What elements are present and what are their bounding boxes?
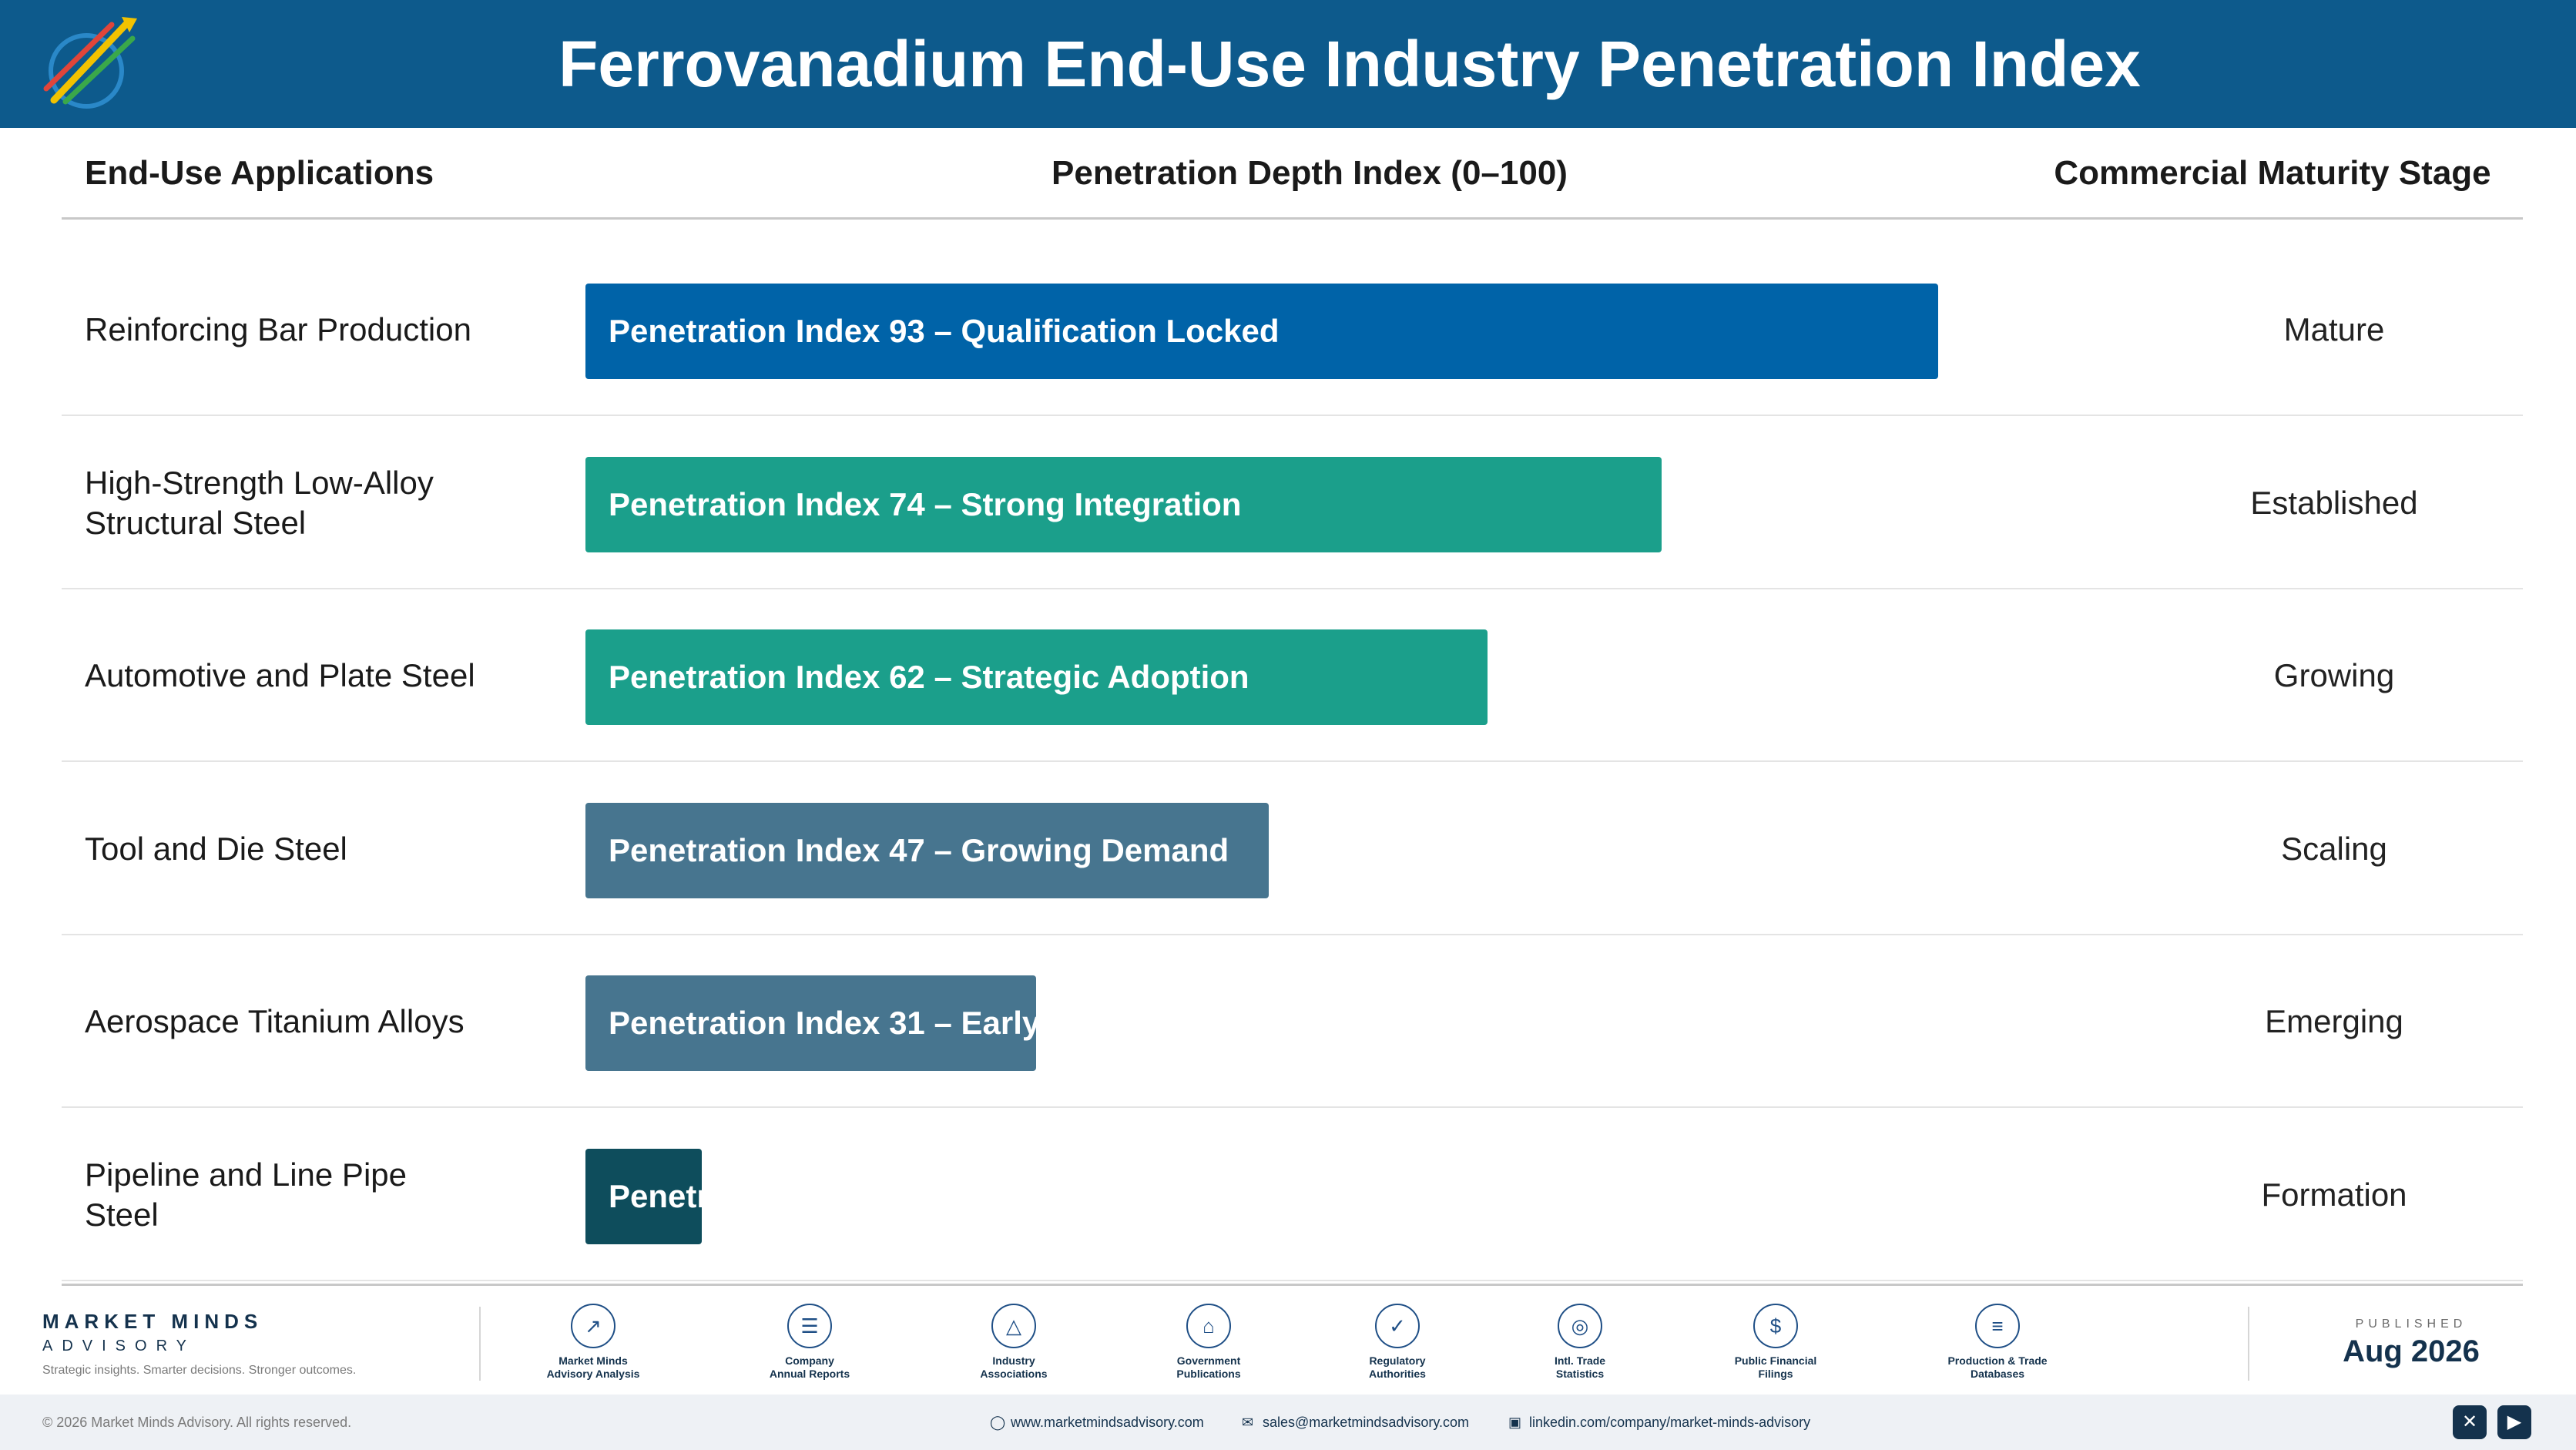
row-divider: [62, 760, 2523, 762]
index-bar: [585, 802, 1269, 898]
footer: MARKET MINDS ADVISORY Strategic insights…: [0, 1294, 2576, 1395]
mail-icon: ✉: [1242, 1415, 1254, 1430]
row-divider: [62, 1106, 2523, 1108]
chart-row: Automotive and Plate Steel Penetration In…: [62, 589, 2523, 762]
source-item: ↗ Market Minds Advisory Analysis: [516, 1304, 670, 1381]
source-item: ☰ Company Annual Reports: [733, 1304, 887, 1381]
source-item: △ Industry Associations: [937, 1304, 1091, 1381]
row-divider: [62, 1279, 2523, 1281]
shield-icon: ✓: [1375, 1304, 1420, 1348]
website-link[interactable]: ◯ www.marketmindsadvisory.com: [990, 1395, 1204, 1450]
chart-line-icon: ↗: [571, 1304, 615, 1348]
source-label: Public Financial Filings: [1734, 1354, 1817, 1380]
application-label: Tool and Die Steel: [85, 830, 347, 867]
source-label: Company Annual Reports: [769, 1354, 850, 1380]
chart-bottom-divider: [62, 1284, 2523, 1286]
maturity-stage: Growing: [2273, 657, 2395, 693]
source-label: Regulatory Authorities: [1369, 1354, 1426, 1380]
bar-data-label: Penetration Index 47 – Growing Demand: [609, 831, 1229, 868]
row-divider: [62, 933, 2523, 935]
bar-data-label: Penetration Index 93 – Qualification Loc…: [609, 313, 1280, 349]
source-item: $ Public Financial Filings: [1699, 1304, 1853, 1381]
email-text: sales@marketmindsadvisory.com: [1263, 1415, 1470, 1430]
source-item: ⌂ Government Publications: [1132, 1304, 1286, 1381]
published-date: Aug 2026: [2343, 1334, 2480, 1368]
bar-data-label: Penetration Index 74 – Strong Integratio…: [609, 485, 1242, 522]
source-label: Industry Associations: [980, 1354, 1048, 1380]
globe-icon: ◎: [1558, 1304, 1602, 1348]
application-label: Automotive and Plate Steel: [85, 657, 475, 693]
maturity-stage: Established: [2250, 484, 2418, 521]
published-label: PUBLISHED: [2355, 1317, 2467, 1331]
source-label: Intl. Trade Statistics: [1554, 1354, 1606, 1380]
source-item: ✓ Regulatory Authorities: [1320, 1304, 1474, 1381]
network-icon: △: [991, 1304, 1036, 1348]
brand-tagline: Strategic insights. Smarter decisions. S…: [42, 1364, 357, 1377]
building-icon: ⌂: [1186, 1304, 1231, 1348]
index-bar: [585, 629, 1488, 725]
application-label: Reinforcing Bar Production: [85, 311, 471, 347]
footer-divider: [2248, 1307, 2249, 1381]
source-label: Government Publications: [1176, 1354, 1241, 1380]
document-icon: ☰: [787, 1304, 832, 1348]
maturity-stage: Mature: [2283, 311, 2385, 347]
chart-row: Tool and Die Steel Penetration Index 47 –…: [62, 763, 2523, 935]
header-divider: [62, 217, 2523, 220]
footer-divider: [479, 1307, 481, 1381]
source-item: ◎ Intl. Trade Statistics: [1503, 1304, 1657, 1381]
source-label: Production & Trade Databases: [1947, 1354, 2048, 1380]
source-label: Market Minds Advisory Analysis: [546, 1354, 640, 1380]
copyright: © 2026 Market Minds Advisory. All rights…: [42, 1415, 352, 1430]
chart-row: High-Strength Low-Alloy Structural Steel…: [62, 417, 2523, 589]
index-bar: [585, 456, 1662, 552]
brand-sub: ADVISORY: [42, 1338, 196, 1354]
email-link[interactable]: ✉ sales@marketmindsadvisory.com: [1242, 1395, 1469, 1450]
linkedin-link[interactable]: ▣ linkedin.com/company/market-minds-advi…: [1508, 1395, 1810, 1450]
row-divider: [62, 415, 2523, 416]
index-bar: [585, 1148, 702, 1244]
database-icon: ≡: [1975, 1304, 2020, 1348]
application-label: High-Strength Low-Alloy Structural Steel: [85, 464, 434, 541]
website-text: www.marketmindsadvisory.com: [1011, 1415, 1204, 1430]
chart-row: Aerospace Titanium Alloys Penetration Ind…: [62, 935, 2523, 1108]
index-bar: [585, 284, 1938, 379]
x-social-icon[interactable]: ✕: [2453, 1405, 2487, 1439]
maturity-stage: Formation: [2261, 1176, 2407, 1213]
chart-row: Reinforcing Bar Production Penetration In…: [62, 243, 2523, 416]
bottom-bar: © 2026 Market Minds Advisory. All rights…: [0, 1395, 2576, 1450]
bar-data-label: Penetration Index 31 – Early Commerciali…: [609, 1005, 1337, 1041]
application-label: Aerospace Titanium Alloys: [85, 1003, 465, 1039]
page-title: Ferrovanadium End-Use Industry Penetrati…: [558, 28, 2141, 100]
header-banner: Ferrovanadium End-Use Industry Penetrati…: [0, 0, 2576, 128]
bar-data-label: Penetration Index 62 – Strategic Adoptio…: [609, 659, 1249, 695]
application-label: Pipeline and Line Pipe Steel: [85, 1156, 407, 1233]
column-header-applications: End-Use Applications: [85, 154, 434, 192]
index-bar: [585, 975, 1036, 1071]
maturity-stage: Emerging: [2265, 1003, 2403, 1039]
dollar-icon: $: [1753, 1304, 1798, 1348]
maturity-stage: Scaling: [2281, 830, 2387, 867]
chart-row: Pipeline and Line Pipe Steel Penetration …: [62, 1109, 2523, 1281]
column-header-index: Penetration Depth Index (0–100): [1052, 154, 1568, 192]
column-header-stage: Commercial Maturity Stage: [2054, 154, 2491, 192]
youtube-icon[interactable]: ▶: [2497, 1405, 2531, 1439]
linkedin-icon: ▣: [1508, 1415, 1522, 1430]
row-divider: [62, 587, 2523, 589]
logo-icon: [43, 17, 137, 109]
bar-data-label: Penetration Index 8 – Formation: [609, 1177, 1102, 1214]
brand-name: MARKET MINDS: [42, 1310, 263, 1333]
linkedin-text: linkedin.com/company/market-minds-adviso…: [1529, 1415, 1811, 1430]
source-item: ≡ Production & Trade Databases: [1920, 1304, 2075, 1381]
globe-icon: ◯: [990, 1415, 1006, 1430]
